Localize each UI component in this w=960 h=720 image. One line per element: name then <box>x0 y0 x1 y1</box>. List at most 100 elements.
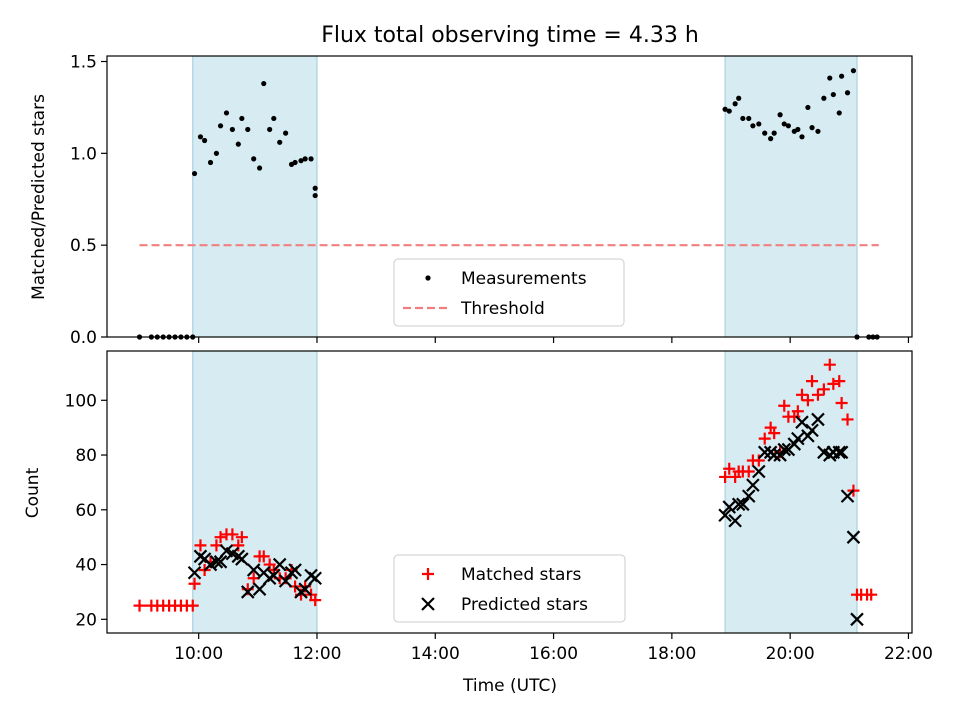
predicted-star-point <box>777 442 792 457</box>
top-y-tick-label: 0.5 <box>70 236 97 256</box>
measurement-point <box>805 104 811 111</box>
matched-star-point <box>768 427 781 440</box>
measurement-point <box>267 126 273 133</box>
bottom-y-tick-label: 20 <box>75 610 97 630</box>
top-legend: Measurements Threshold <box>393 258 625 327</box>
bottom-y-axis-label: Count <box>23 467 43 518</box>
x-tick-label: 16:00 <box>529 644 578 664</box>
matched-star-point <box>841 413 854 426</box>
measurement-point <box>736 95 742 101</box>
bottom-y-tick-label: 100 <box>65 391 97 411</box>
top-y-axis-label: Matched/Predicted stars <box>29 94 49 300</box>
top-y-tick-label: 0.0 <box>70 328 97 348</box>
matched-star-point <box>827 377 840 390</box>
predicted-star-point <box>805 423 819 438</box>
measurement-point <box>217 123 224 129</box>
matched-star-point <box>823 358 836 371</box>
matched-star-point <box>833 375 846 388</box>
top-shaded-intervals <box>192 55 858 338</box>
matched-star-point <box>214 531 227 544</box>
measurement-point <box>815 128 821 134</box>
predicted-star-point <box>791 431 805 446</box>
shaded-interval <box>724 55 858 338</box>
predicted-star-point <box>298 582 312 596</box>
measurement-point <box>223 110 230 116</box>
measurement-point <box>197 134 204 140</box>
matched-star-point <box>186 599 199 612</box>
bottom-y-tick-label: 40 <box>75 556 97 576</box>
measurement-point <box>799 134 805 140</box>
measurement-point <box>746 115 752 122</box>
predicted-star-point <box>187 565 202 580</box>
matched-star-point <box>742 465 755 478</box>
predicted-star-point <box>795 415 809 429</box>
bottom-panel: 20 40 60 80 100 10:00 12:00 14:00 16:00 18:00 20:… <box>23 351 933 696</box>
bottom-legend: Matched stars Predicted stars <box>393 554 626 623</box>
top-y-tick-label: 1.5 <box>70 53 97 73</box>
matched-star-point <box>811 388 824 401</box>
measurement-point <box>201 137 208 144</box>
x-tick-label: 14:00 <box>411 644 460 664</box>
bottom-axes-frame <box>106 350 913 634</box>
measurement-point <box>722 106 728 112</box>
measurement-point <box>756 121 762 127</box>
matched-star-point <box>309 594 322 607</box>
measurement-point <box>726 108 732 114</box>
measurement-point <box>302 156 308 162</box>
measurement-point <box>844 90 851 96</box>
measurement-point <box>768 136 774 142</box>
measurement-point <box>781 121 787 127</box>
predicted-star-point <box>308 571 322 586</box>
measurement-point <box>261 80 267 87</box>
x-tick-label: 10:00 <box>174 644 223 664</box>
bottom-y-tick-label: 80 <box>75 446 97 466</box>
predicted-star-point <box>731 497 746 512</box>
chart-title: Flux total observing time = 4.33 h <box>321 23 699 48</box>
measurement-point <box>312 192 318 199</box>
shaded-interval <box>192 55 318 338</box>
measurement-point <box>292 159 298 166</box>
predicted-star-point <box>240 585 255 599</box>
x-tick-label: 18:00 <box>647 644 696 664</box>
matched-star-point <box>235 531 248 544</box>
measurement-point <box>821 95 827 101</box>
measurement-point <box>850 68 857 74</box>
matched-star-point <box>133 599 146 612</box>
x-axis-label: Time (UTC) <box>462 676 557 696</box>
measurement-point <box>732 101 738 107</box>
measurement-point <box>777 112 783 118</box>
predicted-star-point <box>728 513 742 528</box>
legend-threshold-label: Threshold <box>460 299 545 319</box>
matched-star-point <box>835 397 848 410</box>
matched-star-point <box>232 539 245 552</box>
measurement-point <box>277 139 283 145</box>
predicted-star-point <box>840 489 855 503</box>
matched-star-point <box>188 577 201 590</box>
predicted-star-point <box>213 555 228 569</box>
predicted-star-point <box>757 445 772 460</box>
matched-star-point <box>795 388 808 401</box>
measurement-point <box>785 123 791 129</box>
predicted-star-point <box>767 448 781 462</box>
measurement-point <box>750 123 756 129</box>
measurement-point <box>207 159 214 166</box>
measurement-point <box>271 115 277 122</box>
matched-star-point <box>723 462 736 475</box>
legend-matched-label: Matched stars <box>461 565 581 585</box>
matched-star-point <box>719 470 732 483</box>
predicted-star-point <box>846 530 861 544</box>
measurement-point <box>830 91 836 98</box>
predicted-star-point <box>718 508 732 523</box>
matched-star-point <box>817 383 830 396</box>
measurement-point <box>809 125 815 131</box>
measurement-point <box>795 126 801 133</box>
bottom-legend-box <box>393 554 626 623</box>
measurement-point <box>740 115 746 122</box>
predicted-star-point <box>722 500 737 514</box>
measurement-point <box>839 73 845 79</box>
measurement-point <box>229 126 235 133</box>
matched-star-point <box>194 539 207 552</box>
matched-star-point <box>226 528 239 541</box>
measurement-point <box>762 130 768 136</box>
